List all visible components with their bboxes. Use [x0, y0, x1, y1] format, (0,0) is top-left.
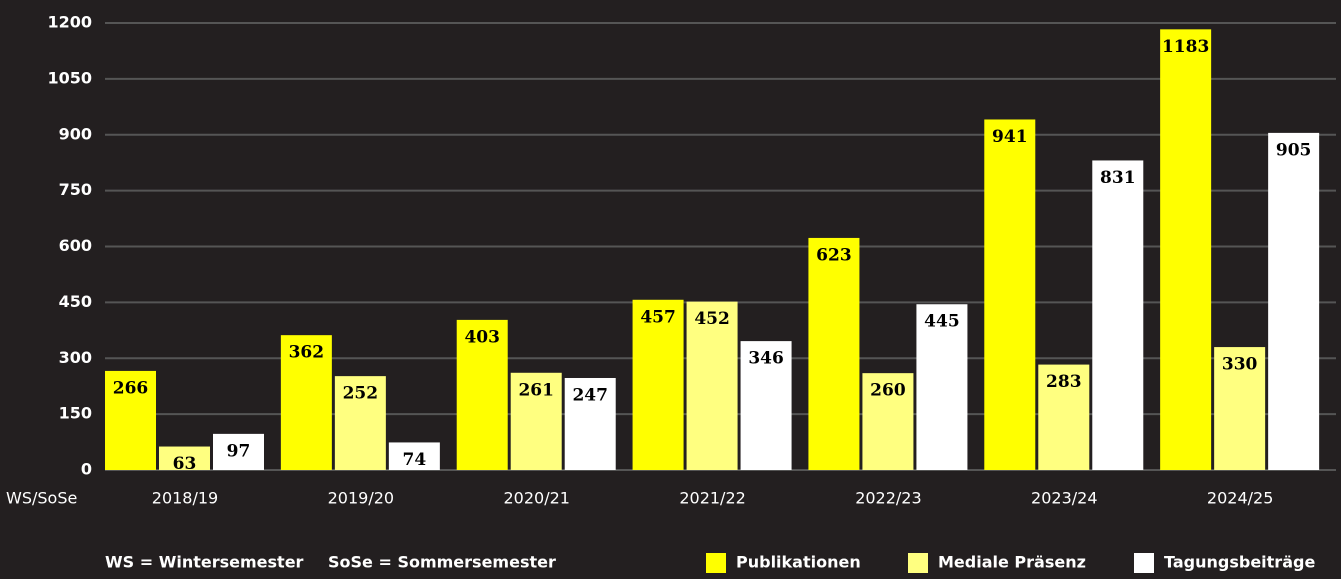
x-tick-label: 2021/22 — [679, 489, 745, 508]
y-tick-label: 450 — [59, 292, 92, 311]
bar — [510, 372, 562, 470]
bar — [686, 301, 738, 470]
value-label: 63 — [173, 454, 197, 474]
value-label: 403 — [464, 327, 500, 347]
value-label: 266 — [113, 378, 149, 398]
x-tick-label: 2018/19 — [152, 489, 218, 508]
value-label: 445 — [924, 312, 960, 332]
bar — [456, 319, 508, 470]
bar — [740, 341, 792, 470]
value-label: 330 — [1222, 355, 1258, 375]
y-tick-label: 1200 — [47, 13, 92, 32]
y-tick-label: 1050 — [47, 68, 92, 87]
bar — [388, 442, 440, 470]
bar — [105, 370, 156, 470]
legend-label: Publikationen — [736, 553, 861, 572]
bar — [808, 237, 860, 470]
value-label: 97 — [227, 441, 251, 461]
bar — [1038, 364, 1090, 470]
y-tick-label: 900 — [59, 124, 92, 143]
value-label: 362 — [289, 343, 325, 363]
x-tick-label: 2024/25 — [1207, 489, 1273, 508]
x-tick-label: 2020/21 — [503, 489, 569, 508]
bar — [1214, 347, 1266, 470]
x-tick-label: 2023/24 — [1031, 489, 1097, 508]
value-label: 252 — [343, 384, 379, 404]
x-tick-label: 2022/23 — [855, 489, 921, 508]
y-tick-label: 150 — [59, 404, 92, 423]
bar — [280, 335, 332, 470]
bar — [1092, 160, 1144, 470]
x-axis-label: WS/SoSe — [6, 489, 77, 508]
legend-label: Mediale Präsenz — [938, 553, 1086, 572]
legend-swatch — [1134, 553, 1154, 573]
bar — [159, 446, 210, 470]
note: SoSe = Sommersemester — [328, 553, 556, 572]
y-tick-label: 750 — [59, 180, 92, 199]
legend-swatch — [908, 553, 928, 573]
legend-label: Tagungsbeiträge — [1164, 553, 1315, 572]
value-label: 261 — [518, 380, 554, 400]
bar — [564, 377, 616, 470]
value-label: 457 — [640, 307, 676, 327]
bar — [1160, 29, 1212, 471]
y-tick-label: 600 — [59, 236, 92, 255]
bar — [213, 433, 264, 470]
value-label: 346 — [748, 349, 784, 369]
legend-swatch — [706, 553, 726, 573]
y-tick-label: 0 — [81, 460, 92, 479]
bar — [1268, 132, 1320, 470]
value-label: 941 — [992, 127, 1028, 147]
value-label: 1183 — [1162, 37, 1209, 57]
bar — [334, 376, 386, 470]
value-label: 623 — [816, 245, 852, 265]
value-label: 260 — [870, 381, 906, 401]
x-tick-label: 2019/20 — [328, 489, 394, 508]
bar — [632, 299, 684, 470]
value-label: 247 — [572, 385, 608, 405]
value-label: 831 — [1100, 168, 1136, 188]
bar — [916, 304, 968, 470]
value-label: 905 — [1276, 140, 1312, 160]
value-label: 452 — [694, 309, 730, 329]
value-label: 74 — [403, 450, 427, 470]
bar — [984, 119, 1036, 470]
value-label: 283 — [1046, 372, 1082, 392]
y-tick-label: 300 — [59, 348, 92, 367]
note: WS = Wintersemester — [105, 553, 304, 572]
bar — [862, 373, 914, 470]
